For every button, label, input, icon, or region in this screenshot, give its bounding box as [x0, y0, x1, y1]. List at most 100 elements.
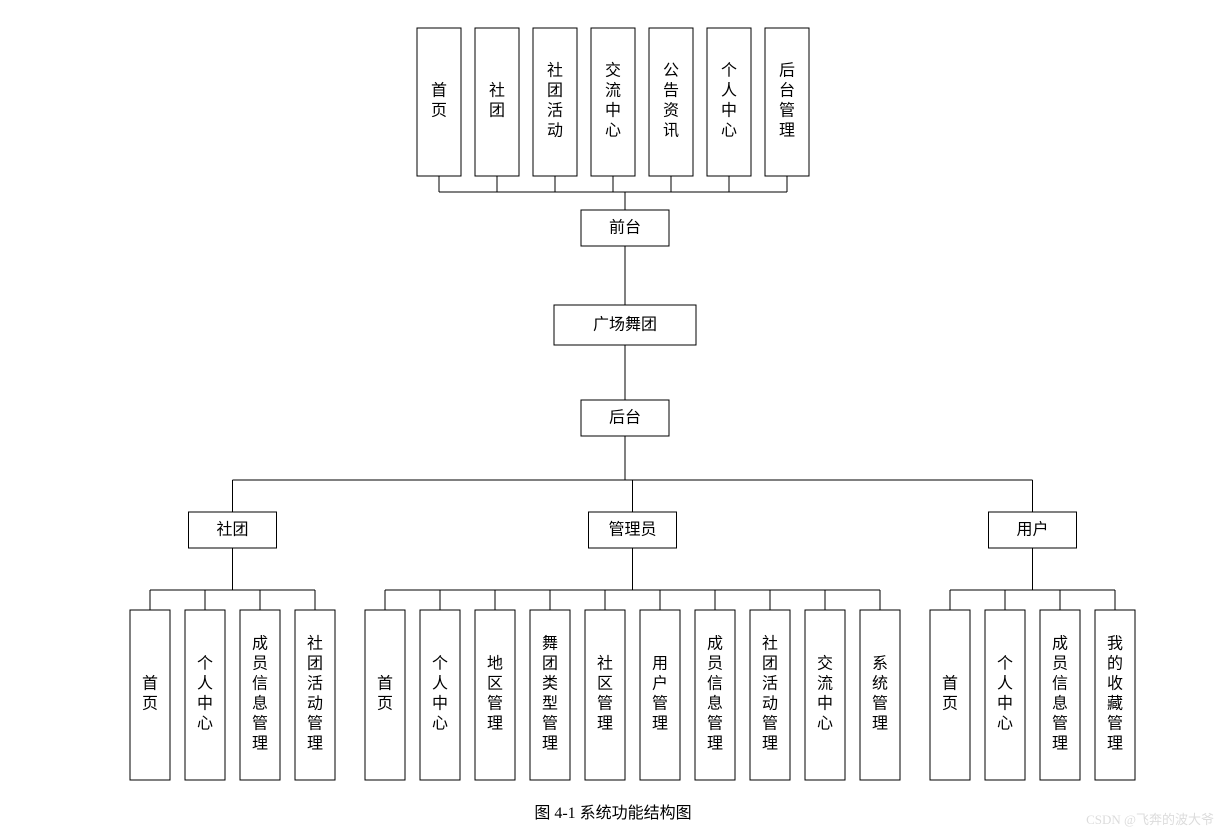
svg-text:人: 人: [197, 675, 213, 693]
svg-text:个: 个: [432, 655, 448, 673]
svg-text:社团: 社团: [216, 521, 248, 539]
svg-text:理: 理: [487, 716, 503, 733]
svg-text:员: 员: [1052, 655, 1068, 673]
svg-text:区: 区: [487, 676, 503, 693]
leaf-1-0: 首页: [377, 675, 393, 713]
svg-text:前台: 前台: [609, 219, 641, 237]
diagram-svg: 首页社团社团活动交流中心公告资讯个人中心后台管理前台广场舞团后台首页个人中心成员…: [0, 0, 1226, 834]
svg-text:管: 管: [1052, 715, 1068, 733]
svg-text:成: 成: [707, 635, 723, 653]
svg-text:理: 理: [779, 123, 795, 140]
svg-text:中: 中: [721, 102, 737, 120]
watermark: CSDN @飞奔的波大爷: [1086, 812, 1214, 827]
svg-text:心: 心: [817, 715, 833, 733]
svg-text:页: 页: [377, 696, 393, 713]
front-leaf-4: 公告资讯: [663, 63, 679, 140]
svg-text:舞: 舞: [542, 635, 558, 653]
svg-text:活: 活: [762, 675, 778, 693]
front-leaf-0: 首页: [431, 82, 447, 120]
svg-text:类: 类: [542, 675, 558, 693]
svg-text:中: 中: [817, 695, 833, 713]
svg-text:管: 管: [652, 695, 668, 713]
svg-text:动: 动: [547, 122, 563, 140]
svg-text:团: 团: [762, 656, 778, 673]
leaf-2-2: 成员信息管理: [1052, 635, 1068, 753]
svg-text:系: 系: [872, 655, 888, 673]
leaf-0-2: 成员信息管理: [252, 635, 268, 753]
leaf-1-1: 个人中心: [432, 655, 448, 733]
svg-text:资: 资: [663, 102, 679, 120]
svg-text:管理员: 管理员: [608, 521, 656, 539]
front-leaf-2: 社团活动: [547, 62, 563, 140]
svg-text:用: 用: [652, 656, 668, 673]
front-leaf-1: 社团: [489, 82, 505, 120]
svg-text:信: 信: [252, 675, 268, 693]
svg-text:理: 理: [1052, 736, 1068, 753]
leaf-0-3: 社团活动管理: [307, 635, 323, 753]
leaf-1-6: 成员信息管理: [707, 635, 723, 753]
svg-text:人: 人: [432, 675, 448, 693]
front-leaf-6: 后台管理: [779, 62, 795, 140]
svg-text:中: 中: [605, 102, 621, 120]
root-node: 广场舞团: [593, 316, 657, 334]
svg-text:管: 管: [779, 102, 795, 120]
leaf-1-5: 用户管理: [652, 656, 668, 733]
svg-text:心: 心: [721, 122, 737, 140]
svg-text:社: 社: [762, 635, 778, 653]
svg-text:讯: 讯: [663, 122, 679, 140]
svg-text:息: 息: [707, 695, 723, 713]
svg-text:管: 管: [542, 715, 558, 733]
svg-text:理: 理: [1107, 736, 1123, 753]
svg-text:交: 交: [605, 62, 621, 80]
svg-text:交: 交: [817, 655, 833, 673]
svg-text:活: 活: [547, 102, 563, 120]
svg-text:理: 理: [252, 736, 268, 753]
svg-text:收: 收: [1107, 675, 1123, 693]
leaf-1-4: 社区管理: [597, 655, 613, 733]
leaf-1-3: 舞团类型管理: [542, 635, 558, 753]
svg-text:团: 团: [307, 656, 323, 673]
svg-text:流: 流: [817, 675, 833, 693]
svg-text:心: 心: [197, 715, 213, 733]
svg-text:首: 首: [377, 675, 393, 693]
group-2: 用户: [1016, 521, 1048, 539]
svg-text:首: 首: [142, 675, 158, 693]
leaf-0-0: 首页: [142, 675, 158, 713]
svg-text:成: 成: [1052, 635, 1068, 653]
svg-text:后: 后: [779, 62, 795, 80]
svg-text:区: 区: [597, 676, 613, 693]
group-0: 社团: [216, 521, 248, 539]
svg-text:人: 人: [721, 82, 737, 100]
group-1: 管理员: [608, 521, 656, 539]
leaf-1-2: 地区管理: [487, 655, 503, 733]
svg-text:团: 团: [547, 83, 563, 100]
svg-text:页: 页: [431, 103, 447, 120]
svg-text:员: 员: [707, 655, 723, 673]
svg-text:管: 管: [872, 695, 888, 713]
leaf-1-7: 社团活动管理: [762, 635, 778, 753]
svg-text:中: 中: [432, 695, 448, 713]
front-node: 前台: [609, 219, 641, 237]
svg-text:团: 团: [489, 103, 505, 120]
svg-text:员: 员: [252, 655, 268, 673]
svg-text:理: 理: [542, 736, 558, 753]
svg-text:社: 社: [307, 635, 323, 653]
front-leaf-3: 交流中心: [605, 62, 621, 140]
svg-text:信: 信: [707, 675, 723, 693]
svg-text:管: 管: [487, 695, 503, 713]
svg-text:社: 社: [489, 82, 505, 100]
back-node: 后台: [609, 409, 641, 427]
svg-text:中: 中: [197, 695, 213, 713]
svg-text:理: 理: [762, 736, 778, 753]
svg-text:后台: 后台: [609, 409, 641, 427]
svg-text:中: 中: [997, 695, 1013, 713]
svg-text:理: 理: [707, 736, 723, 753]
svg-text:广场舞团: 广场舞团: [593, 316, 657, 334]
svg-text:人: 人: [997, 675, 1013, 693]
svg-text:息: 息: [1052, 695, 1068, 713]
svg-text:的: 的: [1107, 655, 1123, 673]
svg-text:社: 社: [547, 62, 563, 80]
svg-text:心: 心: [605, 122, 621, 140]
svg-text:管: 管: [762, 715, 778, 733]
svg-text:流: 流: [605, 82, 621, 100]
